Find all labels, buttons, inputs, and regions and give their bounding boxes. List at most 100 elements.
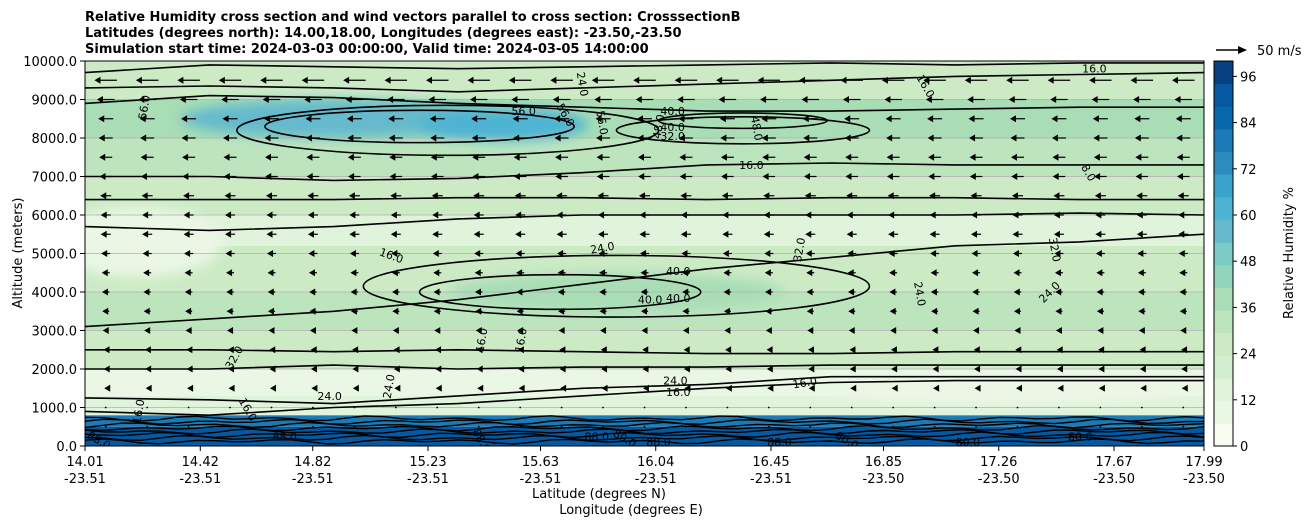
wind-vector [260, 76, 283, 84]
wind-vector [309, 307, 317, 315]
wind-vector [928, 153, 942, 161]
x-tick-label-lon: -23.51 [64, 472, 106, 487]
colorbar-tick-label: 60 [1240, 209, 1257, 224]
y-tick-label: 4000.0 [32, 286, 78, 301]
wind-vector [181, 134, 196, 142]
wind-vector [312, 425, 314, 428]
wind-vector [596, 134, 611, 142]
wind-vector [227, 327, 234, 334]
wind-vector [183, 211, 194, 219]
wind-vector [223, 173, 237, 180]
wind-vector [228, 384, 235, 392]
wind-vector [726, 406, 729, 409]
wind-vector [971, 250, 981, 257]
x-tick-label-lat: 17.26 [980, 455, 1017, 470]
contour-label: 32.0 [660, 130, 685, 143]
wind-vector [351, 327, 358, 334]
wind-vector [932, 346, 939, 354]
wind-vector [1177, 173, 1190, 180]
wind-vector [511, 96, 529, 103]
contour-line-10 [85, 62, 1204, 74]
wind-vector [557, 250, 567, 257]
wind-vector [1010, 115, 1025, 123]
wind-vector [682, 327, 689, 334]
wind-vector [637, 134, 652, 142]
wind-vector [1016, 406, 1019, 409]
wind-vector [1180, 327, 1187, 334]
contour-label: 24.0 [589, 240, 615, 257]
colorbar-tick-label: 0 [1240, 440, 1248, 455]
wind-vector [968, 115, 984, 123]
wind-vector [889, 288, 897, 296]
wind-vector [881, 76, 905, 84]
wind-vector [803, 153, 817, 161]
colorbar-segment [1214, 378, 1233, 402]
x-tick-label-lon: -23.51 [179, 472, 221, 487]
wind-vector [267, 288, 276, 296]
wind-vector [969, 134, 984, 142]
wind-vector [223, 153, 237, 161]
wind-vector [887, 192, 899, 200]
humidity-band-7 [85, 215, 1204, 246]
wind-vector [1136, 211, 1147, 219]
wind-vector [508, 76, 532, 84]
wind-vector [799, 76, 822, 84]
wind-vector [1099, 406, 1102, 409]
y-tick-label: 3000.0 [32, 325, 78, 340]
wind-vector [352, 346, 359, 354]
wind-vector [473, 230, 484, 238]
wind-vector [467, 76, 490, 84]
wind-vector [1094, 173, 1107, 180]
wind-vector [307, 192, 319, 200]
wind-vector [346, 115, 362, 123]
wind-vector [1016, 425, 1019, 428]
contour-label: 16.0 [792, 374, 818, 391]
wind-vector [101, 250, 111, 257]
wind-vector [183, 192, 195, 200]
wind-vector [808, 384, 815, 392]
wind-vector [348, 173, 361, 180]
wind-vector [761, 134, 776, 142]
wind-vector [884, 96, 902, 103]
wind-vector [140, 153, 154, 161]
wind-vector [473, 192, 485, 200]
wind-vector [929, 230, 940, 238]
wind-vector [270, 425, 273, 428]
wind-vector [101, 269, 110, 277]
wind-vector [840, 76, 863, 84]
x-tick-label-lat: 16.85 [865, 455, 902, 470]
wind-vector [559, 365, 566, 373]
wind-vector [967, 96, 985, 103]
wind-vector [433, 288, 442, 296]
contour-line-8 [85, 94, 1204, 112]
wind-vector [186, 365, 193, 373]
contour-label: 88.0 [272, 430, 297, 443]
wind-vector [1138, 327, 1145, 334]
wind-vector [223, 134, 238, 142]
wind-vector [1058, 425, 1060, 428]
wind-vector [471, 115, 487, 123]
wind-vector [1098, 365, 1105, 373]
wind-vector [847, 288, 856, 296]
wind-vector [555, 173, 568, 180]
wind-vector [1181, 384, 1188, 392]
x-tick-label-lon: -23.51 [407, 472, 449, 487]
wind-vector [1176, 153, 1190, 161]
wind-vector [268, 327, 275, 334]
wind-vector [140, 173, 154, 180]
wind-vector [602, 425, 604, 428]
wind-vector [554, 134, 569, 142]
wind-vector [642, 346, 649, 354]
wind-vector [639, 211, 650, 219]
wind-vector [930, 269, 939, 277]
wind-vector [1015, 365, 1022, 373]
wind-vector [845, 153, 859, 161]
wind-vector [1051, 134, 1066, 142]
wind-vector [556, 230, 567, 238]
wind-vector [393, 365, 400, 373]
wind-vector [557, 288, 566, 296]
wind-vector [973, 327, 980, 334]
wind-vector [550, 76, 573, 84]
wind-vector [221, 96, 239, 103]
surface-contour-4 [85, 425, 1204, 432]
